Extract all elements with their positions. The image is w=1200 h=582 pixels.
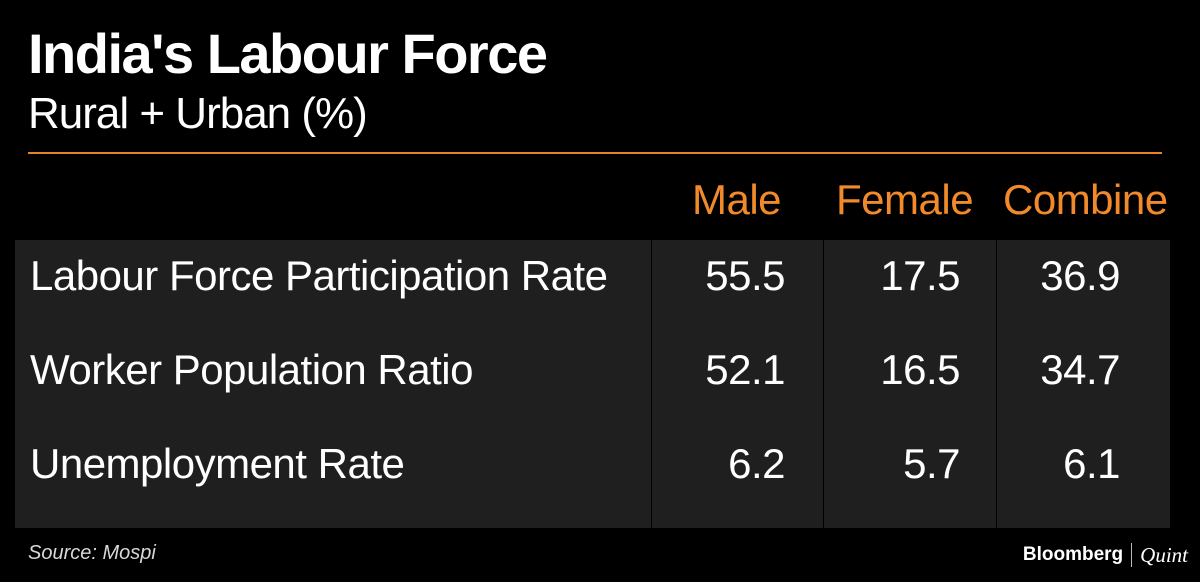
table-cell: 5.7 — [903, 440, 960, 487]
brand-divider — [1131, 543, 1133, 567]
chart-subtitle: Rural + Urban (%) — [28, 89, 368, 138]
table-cell: 34.7 — [1040, 346, 1120, 393]
row-label-unemployment-rate: Unemployment Rate — [30, 440, 405, 487]
table-cell: 6.1 — [1063, 440, 1120, 487]
column-divider — [996, 240, 997, 528]
chart-title: India's Labour Force — [28, 22, 548, 85]
brand-bloomberg: Bloomberg — [1022, 544, 1124, 565]
row-label-worker-population-ratio: Worker Population Ratio — [30, 346, 473, 393]
row-label-labour-force-participation-rate: Labour Force Participation Rate — [30, 252, 608, 299]
table-cell: 52.1 — [705, 346, 785, 393]
table-cell: 17.5 — [880, 252, 960, 299]
table-cell: 55.5 — [705, 252, 785, 299]
column-divider — [823, 240, 824, 528]
table-cell: 6.2 — [728, 440, 785, 487]
column-header-combine: Combine — [1003, 176, 1168, 223]
table-cell: 16.5 — [880, 346, 960, 393]
brand-quint: Quint — [1140, 542, 1188, 567]
brand-logo: Bloomberg Quint — [1023, 540, 1188, 570]
source-note: Source: Mospi — [28, 542, 156, 564]
column-divider — [651, 240, 652, 528]
column-header-female: Female — [836, 176, 974, 223]
table-cell: 36.9 — [1040, 252, 1120, 299]
title-divider — [28, 152, 1162, 154]
table-body — [15, 240, 1170, 528]
column-header-male: Male — [692, 176, 782, 223]
